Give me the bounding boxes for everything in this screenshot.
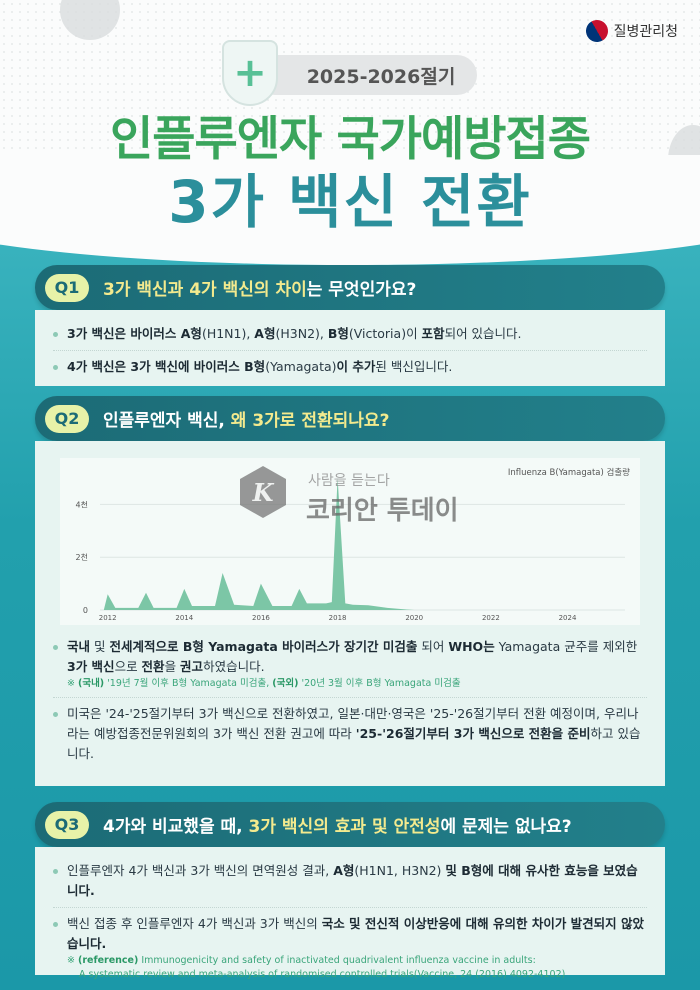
yamagata-chart: 0 2천 4천 2012 2014 2016 2018 2020 2022 2024 Influen… (60, 458, 640, 625)
footnote: ※ (국내) '19년 7월 이후 B형 Yamagata 미검출, (국외) … (67, 678, 461, 689)
org-logo: 질병관리청 (581, 15, 678, 47)
q1-question: 3가 백신과 4가 백신의 차이는 무엇인가요? (103, 280, 417, 300)
q2-badge: Q2 (45, 404, 89, 433)
list-item: 미국은 '24-'25절기부터 3가 백신으로 전환하였고, 일본·대만·영국은… (53, 698, 647, 770)
q1-panel: 3가 백신은 바이러스 A형(H1N1), A형(H3N2), B형(Victo… (35, 310, 665, 386)
y-tick-label: 4천 (76, 499, 88, 509)
taegeuk-emblem-icon (581, 15, 612, 47)
list-item: 백신 접종 후 인플루엔자 4가 백신과 3가 백신의 국소 및 전신적 이상반… (53, 908, 647, 988)
x-tick-label: 2016 (252, 614, 270, 622)
list-item: 4가 백신은 3가 백신에 바이러스 B형(Yamagata)이 추가된 백신입… (53, 351, 647, 383)
season-badge: 2025-2026절기 (255, 55, 477, 95)
q3-question: 4가와 비교했을 때, 3가 백신의 효과 및 안전성에 문제는 없나요? (103, 817, 572, 837)
q2-question: 인플루엔자 백신, 왜 3가로 전환되나요? (103, 411, 390, 431)
list-item: 국내 및 전세계적으로 B형 Yamagata 바이러스가 장기간 미검출 되어… (53, 631, 647, 698)
title-line2: 3가 백신 전환 (168, 168, 532, 236)
watermark-name: 코리안 투데이 (306, 496, 459, 526)
chart-svg: 0 2천 4천 2012 2014 2016 2018 2020 2022 2024 Influen… (76, 467, 631, 622)
y-tick-label: 2천 (76, 552, 88, 562)
title-line1: 인플루엔자 국가예방접종 (109, 112, 591, 167)
org-name: 질병관리청 (613, 24, 678, 40)
y-tick-label: 0 (83, 606, 88, 615)
x-tick-label: 2018 (329, 614, 347, 622)
q3-badge: Q3 (45, 810, 89, 839)
reference-note: ※ (reference) Immunogenicity and safety … (67, 955, 566, 980)
x-tick-label: 2024 (559, 614, 577, 622)
list-item: 인플루엔자 4가 백신과 3가 백신의 면역원성 결과, A형(H1N1, H3… (53, 855, 647, 908)
x-tick-label: 2014 (175, 614, 193, 622)
q3-header: Q3 4가와 비교했을 때, 3가 백신의 효과 및 안전성에 문제는 없나요? (35, 802, 665, 847)
legend-label: Influenza B(Yamagata) 검출량 (508, 467, 630, 478)
q1-header: Q1 3가 백신과 4가 백신의 차이는 무엇인가요? (35, 265, 665, 310)
x-tick-label: 2020 (405, 614, 423, 622)
q2-header: Q2 인플루엔자 백신, 왜 3가로 전환되나요? (35, 396, 665, 441)
q1-badge: Q1 (45, 273, 89, 302)
q3-panel: 인플루엔자 4가 백신과 3가 백신의 면역원성 결과, A형(H1N1, H3… (35, 847, 665, 980)
x-tick-label: 2012 (99, 614, 117, 622)
watermark-slogan: 사람을 듣는다 (308, 473, 390, 489)
shield-cross-icon: + (222, 40, 278, 106)
x-tick-label: 2022 (482, 614, 500, 622)
list-item: 3가 백신은 바이러스 A형(H1N1), A형(H3N2), B형(Victo… (53, 318, 647, 351)
